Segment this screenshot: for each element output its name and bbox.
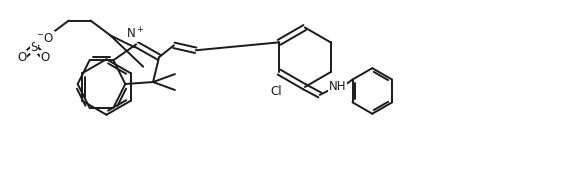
Text: Cl: Cl [270, 85, 282, 98]
Text: S: S [30, 41, 38, 54]
Text: N$^+$: N$^+$ [126, 26, 144, 41]
Text: O: O [18, 51, 27, 64]
Text: $^{-}$O: $^{-}$O [36, 32, 54, 45]
Text: O: O [40, 51, 50, 64]
Text: NH: NH [329, 79, 347, 93]
